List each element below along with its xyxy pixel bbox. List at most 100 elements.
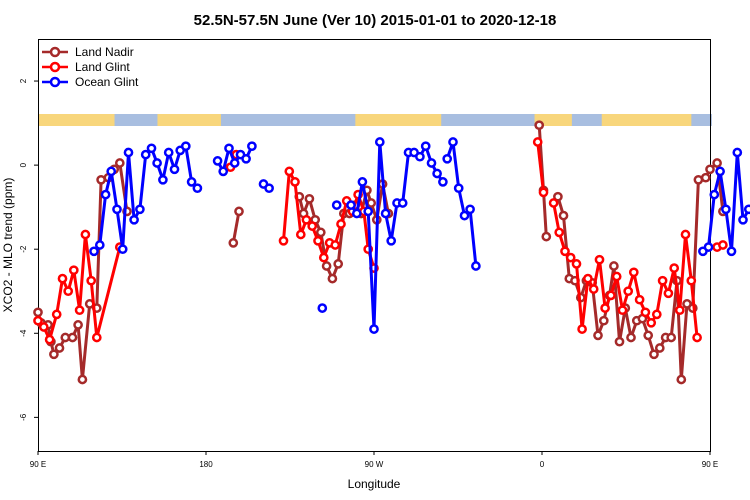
data-point [686,275,697,286]
x-axis-label: Longitude [348,477,401,491]
data-point [558,210,569,221]
map-ocean-band [441,114,535,126]
y-tick-label: -6 [19,413,28,421]
map-ocean-band [220,114,356,126]
x-tick-label: 90 E [30,460,46,469]
legend: Land Nadir Land Glint Ocean Glint [42,45,139,89]
data-point [229,158,240,168]
data-point [307,221,318,231]
data-point [44,334,55,345]
data-point [186,177,197,187]
data-point [548,198,559,208]
data-point [331,200,342,210]
data-point [623,286,634,297]
data-point [129,214,139,225]
data-point [49,349,59,360]
series-ocean-glint [89,137,750,334]
y-tick-label: -2 [19,245,28,253]
data-point [448,137,458,147]
data-point [91,332,102,343]
data-point [100,189,111,200]
data-point [663,288,674,299]
data-point [726,246,737,257]
data-point [614,336,625,347]
data-point [278,235,289,246]
data-point [135,204,145,215]
data-point [330,240,341,250]
x-tick-label: 180 [199,460,213,469]
data-point [351,208,362,219]
data-point [68,265,79,276]
data-point [33,307,43,318]
data-point [212,156,223,166]
data-point [241,153,251,164]
data-point [366,198,377,208]
data-point [640,307,651,318]
series-line [349,140,445,331]
legend-item-land-glint: Land Glint [42,60,130,74]
data-point [63,286,74,297]
data-point [738,214,748,225]
y-axis-label: XCO2 - MLO trend (ppm) [1,178,15,313]
data-point [397,198,408,208]
data-point [152,158,162,168]
y-tick-label: -4 [19,329,28,337]
data-point [415,151,425,162]
data-point [600,303,610,313]
data-point [611,271,622,282]
data-point [224,143,234,154]
data-point [721,204,731,215]
map-ocean-band [691,114,712,126]
map-ocean-band [114,114,158,126]
data-point [651,309,662,320]
data-point [609,261,619,271]
data-point [709,189,720,200]
data-point [438,177,448,187]
data-point [593,330,603,341]
data-point [374,137,385,147]
data-point [80,229,91,240]
data-point [571,259,582,269]
data-point [676,374,687,385]
data-point [363,206,374,217]
data-point [628,267,639,278]
data-point [106,166,117,177]
legend-label-land-glint: Land Glint [75,60,130,74]
data-point [553,191,563,202]
data-point [669,263,680,273]
data-point [420,141,431,152]
data-point [386,235,397,246]
data-point [442,153,453,164]
data-point [54,343,65,353]
data-point [38,322,49,332]
data-point [432,168,442,179]
legend-label-land-nadir: Land Nadir [75,45,134,59]
data-point [114,158,125,168]
data-point [146,143,157,154]
x-tick-label: 0 [540,460,545,469]
data-point [680,229,691,240]
series-line [231,211,241,244]
data-point [598,315,609,326]
chart-title: 52.5N-57.5N June (Ver 10) 2015-01-01 to … [194,12,557,29]
data-point [426,158,437,168]
series-line [556,161,725,381]
data-point [313,235,323,246]
data-point [158,174,168,185]
data-point [594,254,605,265]
data-point [703,242,714,252]
data-point [73,320,83,330]
data-point [264,183,274,194]
data-point [583,273,593,284]
y-axis: 2 0 -2 -4 -6 [19,78,38,421]
data-point [577,324,587,334]
data-point [617,305,628,316]
data-point [654,343,665,353]
x-tick-label: 90 E [702,460,718,469]
data-point [163,147,174,158]
data-point [123,147,134,158]
data-point [538,187,549,198]
data-point [657,275,668,286]
data-point [646,317,657,328]
data-point [712,158,722,168]
